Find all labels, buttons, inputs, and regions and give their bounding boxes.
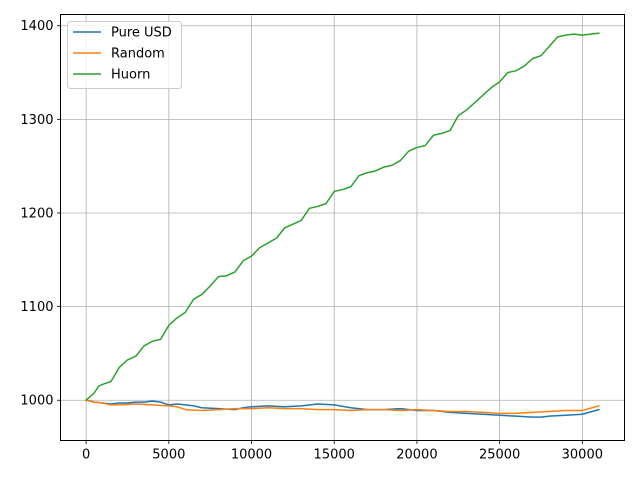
legend: Pure USD Random Huorn	[67, 21, 182, 89]
x-tick-label: 15000	[314, 448, 355, 463]
plot-frame	[60, 14, 625, 441]
x-tick-label: 20000	[396, 448, 437, 463]
y-tick-label: 1300	[20, 113, 53, 128]
x-tick-label: 25000	[479, 448, 520, 463]
legend-box	[67, 21, 182, 89]
series-line-pure-usd	[85, 399, 600, 418]
legend-label: Random	[111, 47, 165, 62]
legend-label: Pure USD	[111, 26, 172, 41]
x-tick-label: 0	[82, 448, 90, 463]
x-tick-label: 5000	[152, 448, 185, 463]
y-tick-label: 1400	[20, 19, 53, 34]
x-tick-label: 10000	[231, 448, 272, 463]
y-tick-label: 1000	[20, 394, 53, 409]
y-axis: 1000 1100 1200 1300 1400	[20, 19, 61, 409]
y-tick-label: 1200	[20, 206, 53, 221]
series-line-random	[85, 399, 600, 415]
grid-lines	[60, 14, 625, 441]
series-line-huorn	[85, 32, 600, 402]
legend-label: Huorn	[111, 68, 150, 83]
plot-area	[85, 32, 600, 418]
x-axis: 0 5000 10000 15000 20000 25000 30000	[82, 440, 603, 463]
y-tick-label: 1100	[20, 300, 53, 315]
x-tick-label: 30000	[562, 448, 603, 463]
